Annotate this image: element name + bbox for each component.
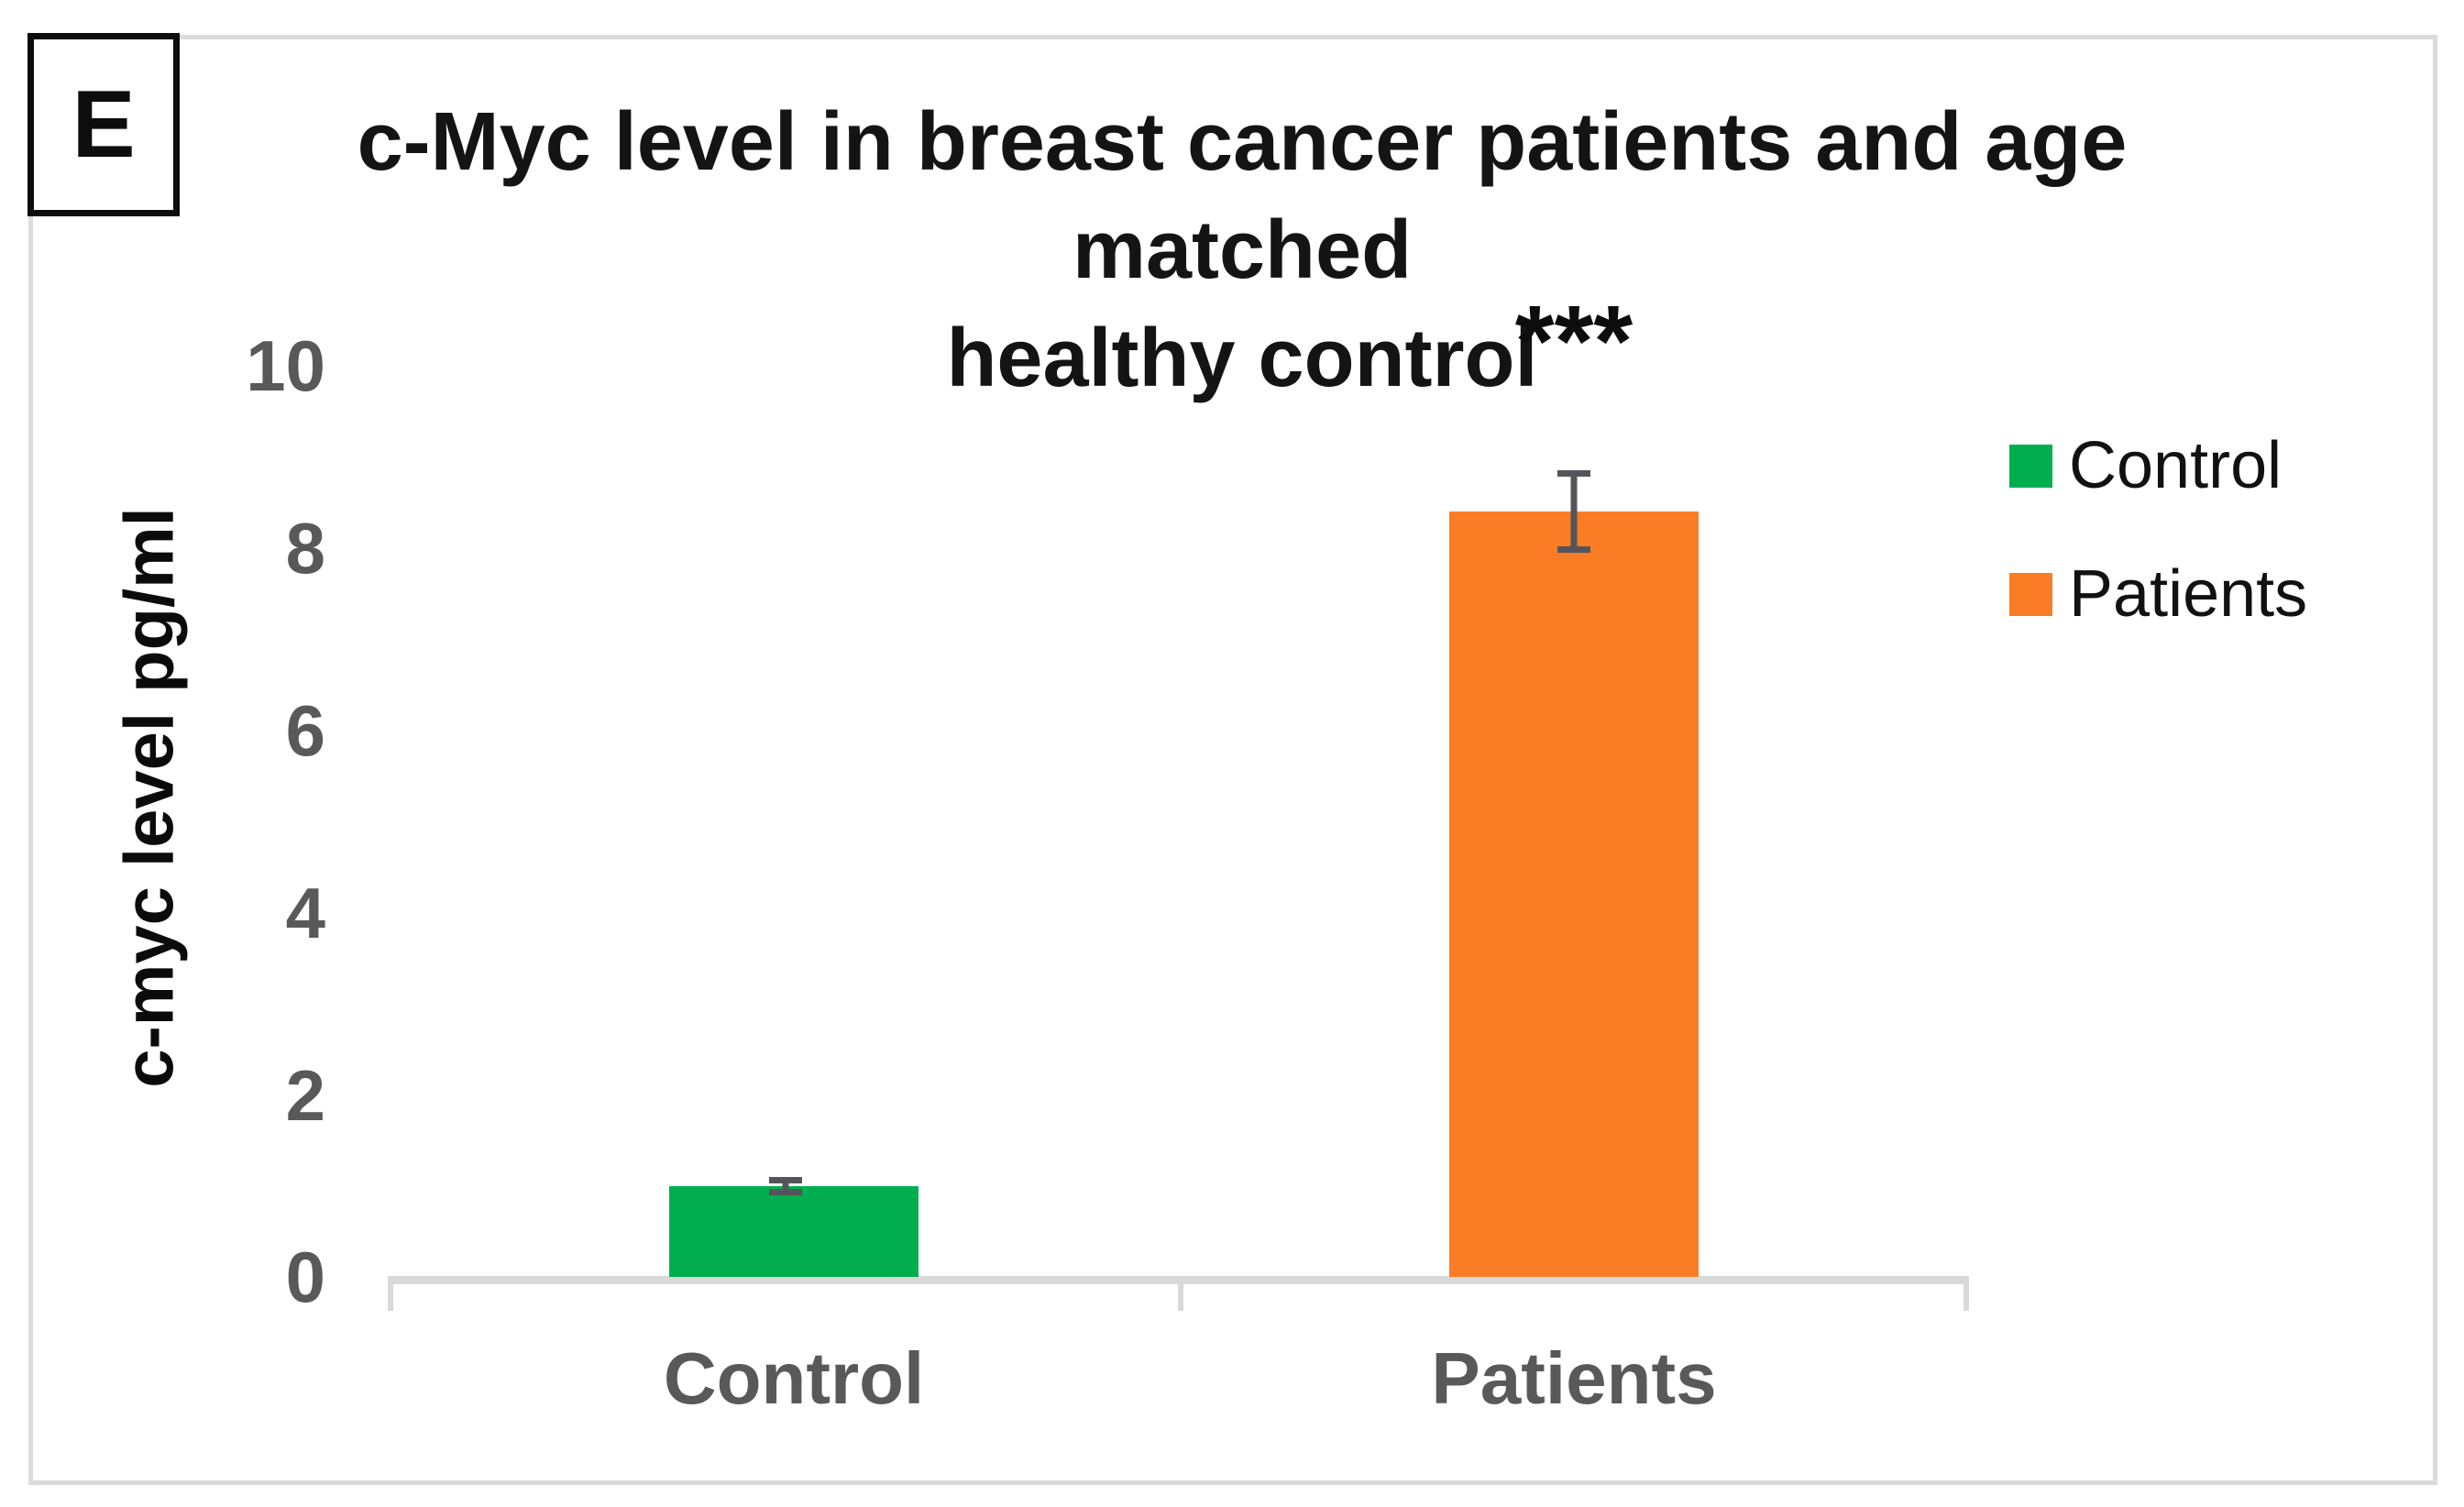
chart-title: c-Myc level in breast cancer patients an… <box>312 88 2172 412</box>
x-axis-tick-right <box>1964 1276 1969 1311</box>
error-bar-patients <box>1557 470 1590 553</box>
figure-border <box>28 35 2437 1485</box>
error-bar-control <box>769 1176 802 1195</box>
legend-swatch-control-icon <box>2009 444 2052 488</box>
panel-label: E <box>72 72 136 178</box>
panel-label-box: E <box>28 33 180 216</box>
y-tick-label-0: 0 <box>285 1237 325 1317</box>
x-tick-label-patients: Patients <box>1431 1337 1717 1419</box>
significance-stars: *** <box>1514 285 1634 398</box>
y-tick-label-4: 4 <box>285 873 325 953</box>
error-bar-cap-bottom <box>769 1188 802 1195</box>
x-axis-tick-middle <box>1178 1276 1183 1311</box>
x-axis-tick-left <box>388 1276 393 1311</box>
chart-title-line-1: c-Myc level in breast cancer patients an… <box>357 96 2128 296</box>
legend-label-patients: Patients <box>2069 557 2308 631</box>
y-tick-label-2: 2 <box>285 1055 325 1136</box>
legend-label-control: Control <box>2069 429 2282 502</box>
error-bar-line <box>782 1176 789 1195</box>
bar-control <box>669 1185 918 1277</box>
chart-title-line-2: healthy control <box>946 313 1538 404</box>
y-tick-label-10: 10 <box>246 325 325 406</box>
error-bar-cap-bottom <box>1557 545 1590 553</box>
bar-patients <box>1449 512 1699 1277</box>
y-axis-title: c-myc level pg/ml <box>110 507 189 1088</box>
y-tick-label-8: 8 <box>285 508 325 588</box>
legend-item-patients: Patients <box>2009 557 2308 631</box>
legend-swatch-patients-icon <box>2009 572 2052 616</box>
error-bar-line <box>1570 470 1578 553</box>
x-tick-label-control: Control <box>663 1337 925 1419</box>
y-tick-label-6: 6 <box>285 690 325 771</box>
legend-item-control: Control <box>2009 429 2282 502</box>
